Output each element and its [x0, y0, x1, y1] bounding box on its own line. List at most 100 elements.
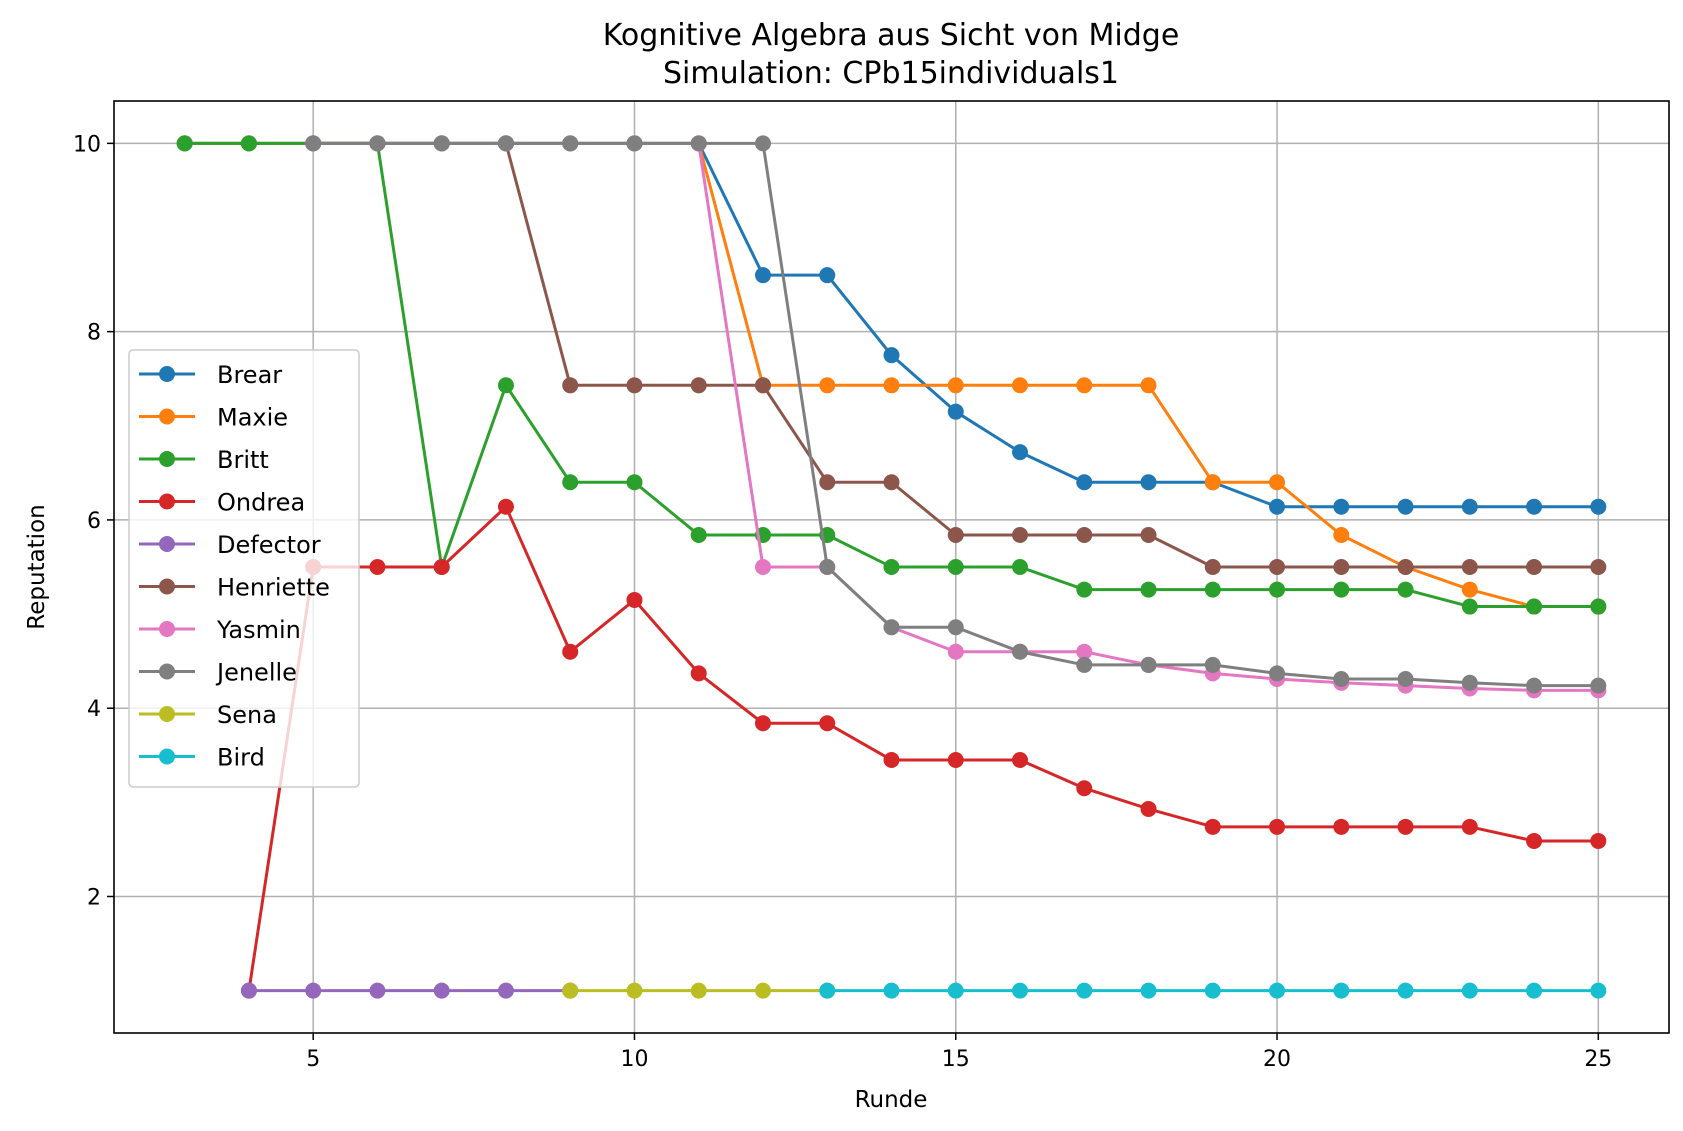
series-maxie [176, 135, 1607, 615]
x-tick-label: 20 [1263, 1047, 1291, 1072]
data-point-bird [1204, 982, 1221, 999]
data-point-brear [1461, 498, 1478, 515]
legend-label: Jenelle [215, 659, 297, 687]
data-point-ondrea [369, 559, 386, 575]
data-point-bird [883, 982, 900, 999]
data-point-britt [176, 135, 193, 152]
legend-swatch-marker [159, 706, 175, 722]
data-point-sena [626, 982, 643, 999]
legend-swatch-marker [159, 451, 175, 467]
data-point-henriette [819, 474, 836, 491]
data-point-henriette [1076, 526, 1093, 543]
legend-swatch-marker [159, 578, 175, 595]
data-point-bird [1461, 982, 1478, 999]
data-point-jenelle [1012, 643, 1029, 660]
legend-label: Henriette [217, 574, 330, 602]
data-point-defector [497, 982, 514, 999]
data-point-ondrea [819, 715, 836, 732]
legend-swatch-marker [159, 493, 175, 510]
data-point-ondrea [947, 751, 964, 768]
data-point-bird [1397, 982, 1414, 999]
legend-swatch-marker [159, 663, 175, 680]
data-point-britt [1012, 559, 1029, 575]
chart-subtitle: Simulation: CPb15individuals1 [663, 56, 1119, 91]
data-point-jenelle [1526, 677, 1543, 694]
data-point-jenelle [754, 135, 771, 152]
data-point-jenelle [1140, 656, 1157, 673]
data-point-brear [1140, 474, 1157, 491]
data-point-brear [1076, 474, 1093, 491]
data-point-britt [1526, 598, 1543, 615]
data-point-ondrea [1204, 818, 1221, 835]
data-point-henriette [1012, 526, 1029, 543]
x-tick-label: 10 [620, 1047, 648, 1072]
data-point-ondrea [754, 715, 771, 732]
legend-label: Yasmin [216, 616, 301, 644]
data-point-sena [562, 982, 579, 999]
x-tick-label: 15 [942, 1047, 970, 1072]
data-point-jenelle [819, 559, 836, 575]
data-point-brear [1397, 498, 1414, 515]
data-point-brear [947, 403, 964, 420]
data-point-bird [1333, 982, 1350, 999]
legend-label: Ondrea [217, 489, 305, 517]
data-point-britt [240, 135, 257, 152]
data-point-henriette [1204, 559, 1221, 575]
data-point-jenelle [1397, 671, 1414, 688]
data-point-britt [1269, 581, 1286, 598]
data-point-brear [1333, 498, 1350, 515]
data-point-yasmin [947, 643, 964, 660]
data-point-henriette [690, 377, 707, 394]
legend-label: Sena [217, 701, 277, 729]
legend-item-sena: Sena [139, 701, 277, 729]
data-point-bird [819, 982, 836, 999]
x-axis-label: Runde [855, 1087, 928, 1113]
legend-item-henriette: Henriette [139, 574, 330, 602]
data-point-brear [1590, 498, 1607, 515]
data-point-jenelle [369, 135, 386, 152]
data-point-britt [1076, 581, 1093, 598]
data-point-maxie [819, 377, 836, 394]
data-point-brear [1269, 498, 1286, 515]
data-point-brear [754, 267, 771, 284]
legend-label: Brear [217, 361, 282, 389]
data-point-jenelle [690, 135, 707, 152]
data-point-henriette [1269, 559, 1286, 575]
data-point-britt [497, 377, 514, 394]
legend-item-jenelle: Jenelle [139, 659, 297, 687]
data-point-ondrea [562, 643, 579, 660]
series-brear [176, 135, 1607, 515]
x-tick-label: 25 [1584, 1047, 1612, 1072]
data-point-defector [240, 982, 257, 999]
data-point-ondrea [1333, 818, 1350, 835]
data-point-jenelle [626, 135, 643, 152]
data-point-yasmin [754, 559, 771, 575]
data-point-jenelle [883, 619, 900, 636]
data-point-maxie [947, 377, 964, 394]
series-jenelle [305, 135, 1607, 694]
data-point-britt [883, 559, 900, 575]
legend-item-ondrea: Ondrea [139, 489, 305, 517]
series-line-maxie [184, 141, 1599, 609]
data-point-jenelle [305, 135, 322, 152]
data-point-ondrea [1397, 818, 1414, 835]
data-point-bird [1590, 982, 1607, 999]
data-point-henriette [754, 377, 771, 394]
data-point-ondrea [1526, 832, 1543, 849]
data-point-maxie [1012, 377, 1029, 394]
data-point-henriette [1333, 559, 1350, 575]
legend-label: Britt [217, 446, 269, 474]
data-point-britt [947, 559, 964, 575]
data-point-ondrea [433, 559, 450, 575]
data-point-defector [433, 982, 450, 999]
legend-item-britt: Britt [139, 446, 269, 474]
data-point-bird [1012, 982, 1029, 999]
legend-swatch-marker [159, 748, 175, 765]
legend-item-maxie: Maxie [139, 404, 288, 432]
data-point-britt [626, 474, 643, 491]
data-point-henriette [1461, 559, 1478, 575]
legend-item-yasmin: Yasmin [139, 616, 301, 644]
x-tick-label: 5 [306, 1047, 320, 1072]
data-point-britt [1333, 581, 1350, 598]
